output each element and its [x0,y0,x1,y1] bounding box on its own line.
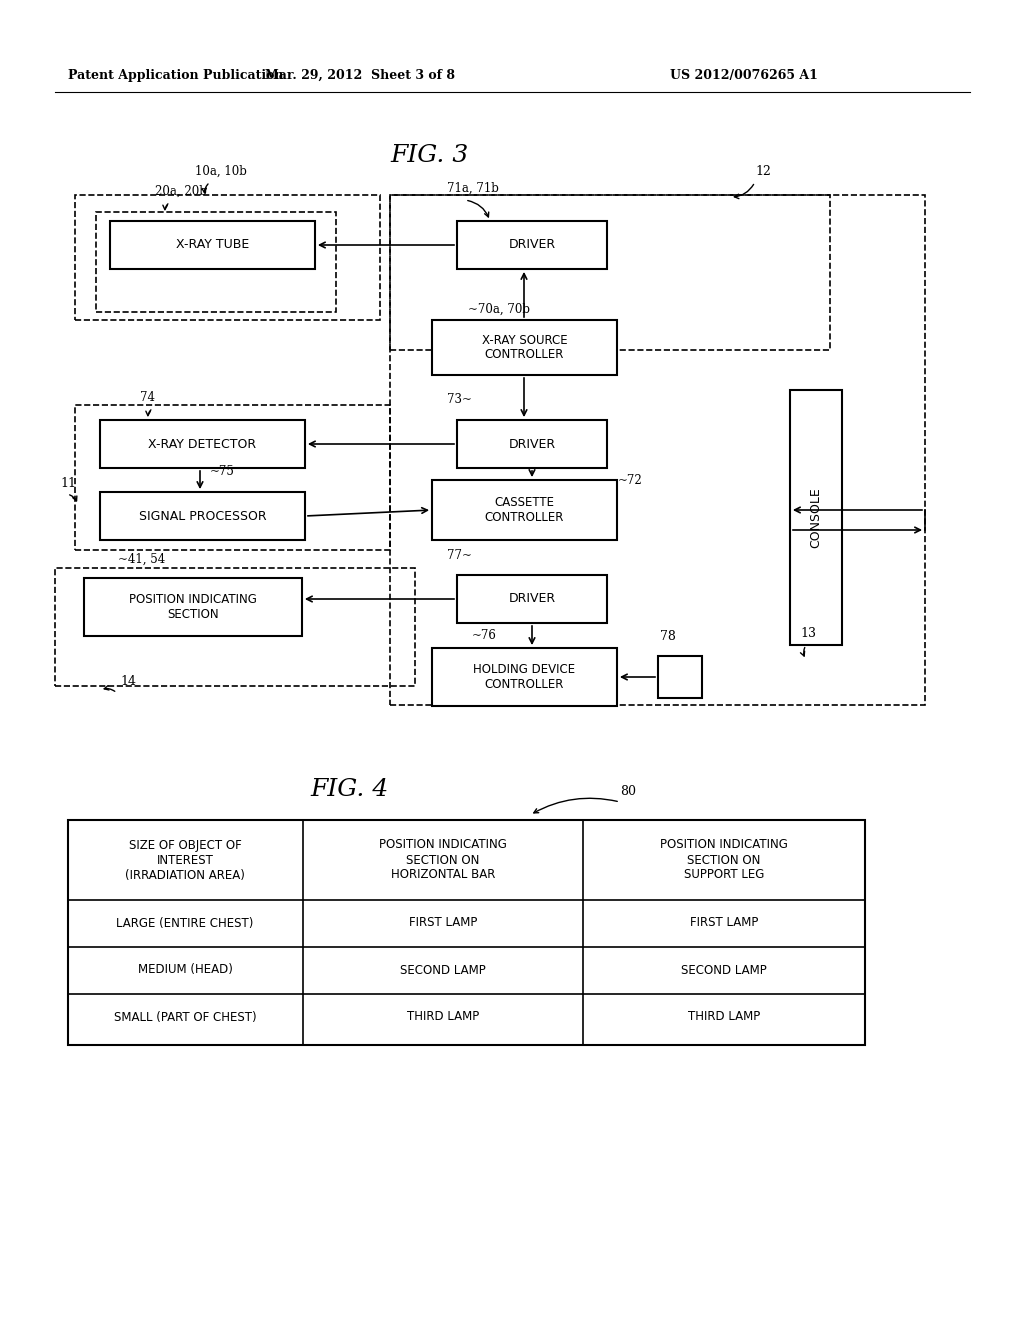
Text: ~72: ~72 [618,474,643,487]
Text: CASSETTE
CONTROLLER: CASSETTE CONTROLLER [484,496,564,524]
Text: X-RAY DETECTOR: X-RAY DETECTOR [148,437,257,450]
Bar [84,578,302,636]
Bar [390,195,830,350]
Bar [432,648,617,706]
Text: POSITION INDICATING
SECTION ON
SUPPORT LEG: POSITION INDICATING SECTION ON SUPPORT L… [660,838,787,882]
Bar [457,420,607,469]
Text: LARGE (ENTIRE CHEST): LARGE (ENTIRE CHEST) [117,916,254,929]
Text: FIG. 4: FIG. 4 [311,779,389,801]
Text: THIRD LAMP: THIRD LAMP [688,1011,760,1023]
Text: DRIVER: DRIVER [509,437,556,450]
Bar [100,492,305,540]
Text: 74: 74 [140,391,155,404]
Text: SECOND LAMP: SECOND LAMP [400,964,485,977]
Bar [55,568,415,686]
Text: FIRST LAMP: FIRST LAMP [409,916,477,929]
Text: DRIVER: DRIVER [509,593,556,606]
Bar [390,195,925,705]
Bar [75,405,390,550]
Text: HOLDING DEVICE
CONTROLLER: HOLDING DEVICE CONTROLLER [473,663,575,690]
Text: 78: 78 [660,630,676,643]
Text: 73~: 73~ [447,393,472,407]
Text: FIRST LAMP: FIRST LAMP [690,916,758,929]
Bar [110,220,315,269]
Bar [457,576,607,623]
Text: 13: 13 [800,627,816,640]
Text: ~75: ~75 [210,465,234,478]
Text: 10a, 10b: 10a, 10b [195,165,247,178]
Text: POSITION INDICATING
SECTION ON
HORIZONTAL BAR: POSITION INDICATING SECTION ON HORIZONTA… [379,838,507,882]
Text: 20a, 20b: 20a, 20b [155,185,207,198]
Text: 77~: 77~ [447,549,472,562]
Text: 14: 14 [120,675,136,688]
Text: 11: 11 [60,477,76,490]
Bar [432,480,617,540]
Bar [790,389,842,645]
Text: MEDIUM (HEAD): MEDIUM (HEAD) [137,964,232,977]
Text: SIZE OF OBJECT OF
INTEREST
(IRRADIATION AREA): SIZE OF OBJECT OF INTEREST (IRRADIATION … [125,838,245,882]
Text: DRIVER: DRIVER [509,239,556,252]
Bar [68,820,865,1045]
Bar [75,195,380,319]
Text: ~76: ~76 [472,630,497,642]
Text: X-RAY TUBE: X-RAY TUBE [176,239,249,252]
Text: ~41, 54: ~41, 54 [118,553,165,566]
Text: CONSOLE: CONSOLE [810,487,822,548]
Bar [432,319,617,375]
Text: SIGNAL PROCESSOR: SIGNAL PROCESSOR [138,510,266,523]
Text: FIG. 3: FIG. 3 [391,144,469,166]
Text: Mar. 29, 2012  Sheet 3 of 8: Mar. 29, 2012 Sheet 3 of 8 [265,69,455,82]
Text: X-RAY SOURCE
CONTROLLER: X-RAY SOURCE CONTROLLER [481,334,567,362]
Text: SMALL (PART OF CHEST): SMALL (PART OF CHEST) [114,1011,256,1023]
Bar [100,420,305,469]
Bar [457,220,607,269]
Text: 12: 12 [755,165,771,178]
Text: ~70a, 70b: ~70a, 70b [468,304,530,315]
Text: SECOND LAMP: SECOND LAMP [681,964,767,977]
Bar [96,213,336,312]
Text: Patent Application Publication: Patent Application Publication [68,69,284,82]
Text: 80: 80 [620,785,636,799]
Text: THIRD LAMP: THIRD LAMP [407,1011,479,1023]
Bar [658,656,702,698]
Text: 71a, 71b: 71a, 71b [447,182,499,195]
Text: POSITION INDICATING
SECTION: POSITION INDICATING SECTION [129,593,257,620]
Text: US 2012/0076265 A1: US 2012/0076265 A1 [670,69,818,82]
